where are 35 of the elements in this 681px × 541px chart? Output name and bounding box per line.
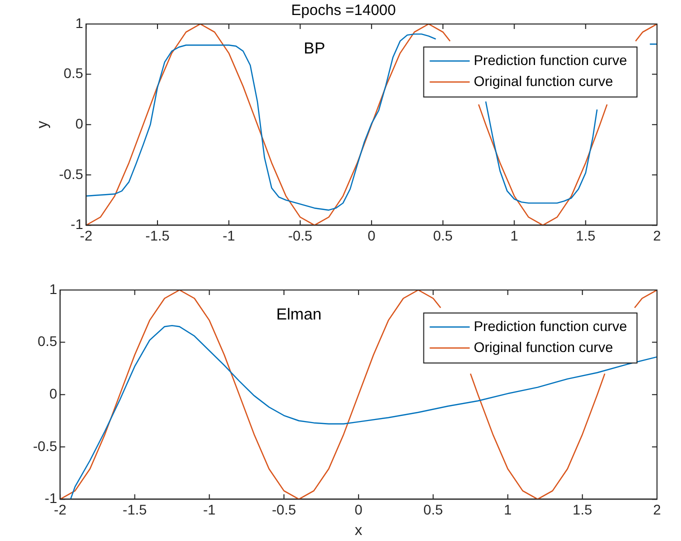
x-tick-label: 0 [368, 227, 376, 244]
y-tick-label: 0 [49, 385, 58, 402]
x-tick-label: 2 [653, 227, 662, 244]
y-tick-label: -0.5 [59, 166, 84, 182]
x-tick-label: 0.5 [423, 501, 444, 518]
annotation: BP [304, 40, 326, 58]
x-tick-label: -1 [222, 227, 236, 244]
x-tick-label: 0 [354, 501, 363, 518]
x-tick-label: -0.5 [272, 501, 296, 518]
x-tick-label: 1 [504, 501, 512, 518]
x-tick-label: -0.5 [288, 227, 312, 244]
y-tick-label: 1 [49, 280, 58, 297]
legend-label: Original function curve [474, 338, 614, 355]
x-tick-label: 1 [510, 227, 518, 244]
x-tick-label: 0.5 [433, 227, 453, 244]
x-tick-label: -1 [203, 501, 216, 518]
x-axis-title: x [354, 522, 363, 540]
x-tick-label: -1.5 [122, 501, 148, 518]
y-tick-label: 0 [75, 115, 84, 132]
legend-label: Prediction function curve [474, 318, 628, 334]
chart-title: Epochs =14000 [291, 2, 396, 20]
y-axis-title: y [34, 120, 52, 128]
x-tick-label: 2 [653, 501, 662, 518]
legend-label: Original function curve [474, 72, 614, 89]
y-tick-label: -0.5 [33, 438, 58, 454]
x-tick-label: 1.5 [576, 227, 596, 244]
y-tick-label: 0.5 [38, 333, 58, 350]
y-tick-label: 0.5 [64, 65, 84, 82]
x-tick-label: -1.5 [145, 227, 170, 244]
y-tick-label: -1 [44, 490, 58, 506]
y-tick-label: 1 [75, 14, 84, 31]
annotation: Elman [276, 306, 322, 324]
legend-label: Prediction function curve [474, 52, 628, 68]
x-tick-label: 1.5 [572, 501, 592, 518]
y-tick-label: -1 [70, 216, 84, 232]
